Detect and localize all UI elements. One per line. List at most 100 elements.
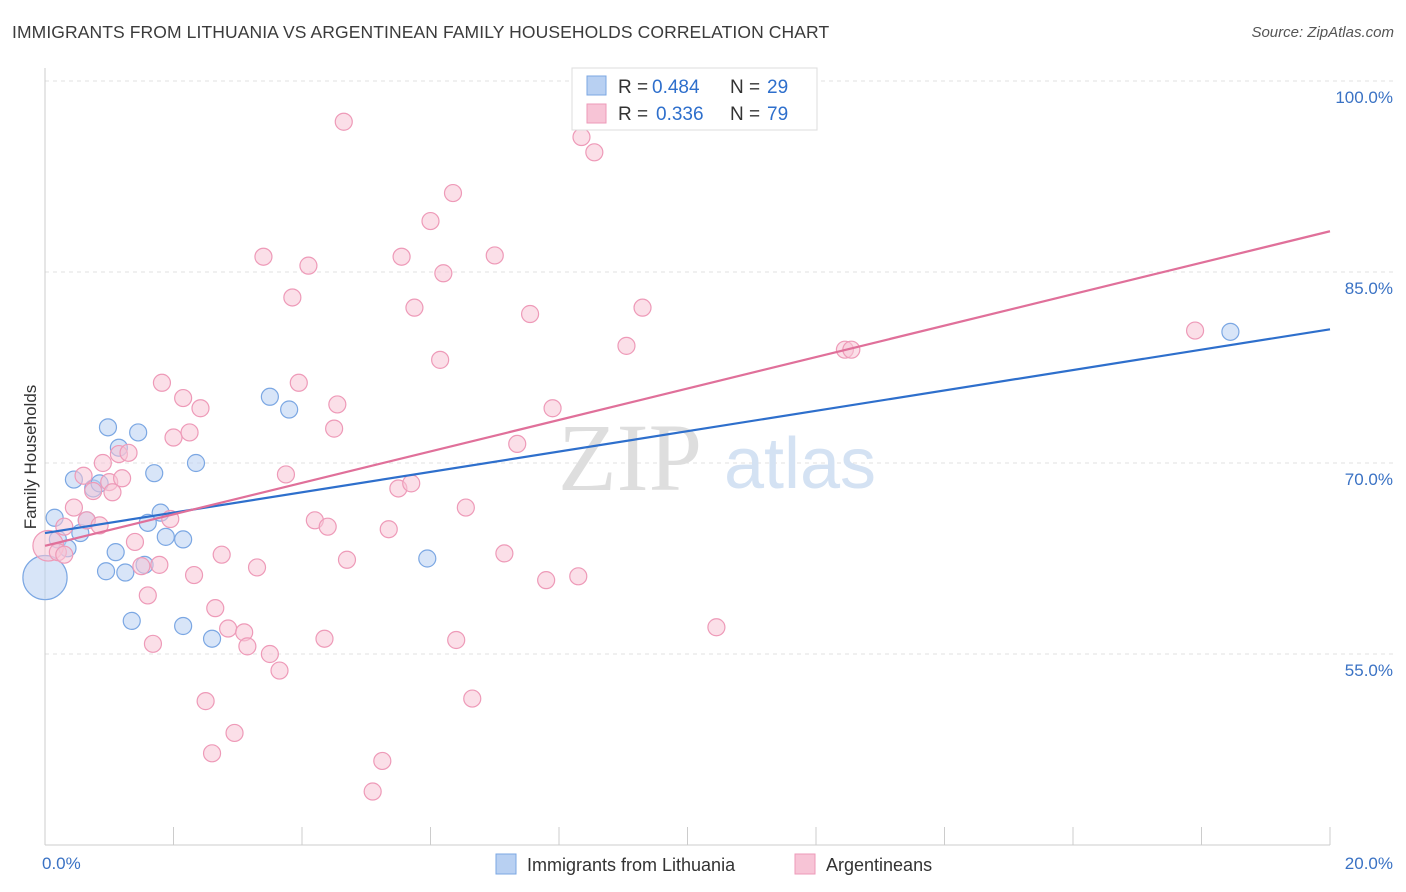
chart-source: Source: ZipAtlas.com xyxy=(1251,24,1394,41)
data-point xyxy=(260,387,279,406)
data-point xyxy=(379,520,398,539)
data-point xyxy=(191,399,210,418)
data-point xyxy=(219,619,238,638)
data-point xyxy=(150,555,169,574)
data-point xyxy=(174,388,193,408)
series-legend: Immigrants from Lithuania Argentineans xyxy=(495,853,932,875)
x-tick-label: 0.0% xyxy=(42,854,81,873)
bottom-legend-swatch-lithuania xyxy=(495,853,517,875)
gridlines xyxy=(45,80,1395,655)
legend-frame xyxy=(571,67,818,131)
watermark-zip: ZIP xyxy=(558,404,702,511)
data-point xyxy=(421,211,440,231)
data-point xyxy=(254,247,273,266)
data-point xyxy=(315,629,334,648)
data-point xyxy=(1221,322,1240,341)
watermark: ZIP atlas xyxy=(558,404,876,511)
data-point xyxy=(174,530,193,549)
data-point xyxy=(143,634,163,653)
data-point xyxy=(156,527,175,546)
data-point xyxy=(325,419,344,438)
y-tick-label: 70.0% xyxy=(1345,470,1393,489)
series-argentineans-points xyxy=(32,112,1205,801)
bottom-legend-label-lithuania: Immigrants from Lithuania xyxy=(527,855,736,875)
data-point xyxy=(280,400,299,419)
data-point xyxy=(337,550,357,569)
legend-r-label-0: R = xyxy=(618,77,648,98)
y-tick-label: 100.0% xyxy=(1335,88,1393,107)
data-point xyxy=(283,288,302,307)
y-tick-label: 55.0% xyxy=(1345,661,1393,680)
trend-line-lithuania xyxy=(44,328,1331,535)
data-point xyxy=(55,517,74,536)
data-point xyxy=(112,469,132,488)
data-point xyxy=(485,246,504,265)
data-point xyxy=(196,692,215,711)
axes xyxy=(44,68,1331,846)
data-point xyxy=(617,336,636,355)
legend-swatch-lithuania xyxy=(586,75,607,96)
data-point xyxy=(202,629,222,648)
data-point xyxy=(585,143,604,162)
legend-swatch-argentineans xyxy=(586,103,607,124)
data-point xyxy=(520,304,540,324)
data-point xyxy=(96,562,116,581)
data-point xyxy=(463,689,482,708)
data-point xyxy=(174,616,193,636)
data-point xyxy=(572,127,591,147)
data-point xyxy=(132,557,151,576)
chart-title: IMMIGRANTS FROM LITHUANIA VS ARGENTINEAN… xyxy=(12,22,830,42)
x-tick-label: 20.0% xyxy=(1345,854,1393,873)
data-point xyxy=(373,751,392,771)
data-point xyxy=(238,637,257,656)
data-point xyxy=(145,464,164,483)
data-point xyxy=(93,453,112,473)
data-point xyxy=(328,395,347,414)
data-point xyxy=(164,428,183,447)
data-point xyxy=(206,599,225,618)
data-point xyxy=(537,571,556,590)
legend-n-value-1: 79 xyxy=(767,104,788,125)
data-point xyxy=(431,350,450,369)
data-point xyxy=(289,373,308,392)
legend-n-value-0: 29 xyxy=(767,77,788,98)
data-point xyxy=(74,466,93,485)
data-point xyxy=(334,112,353,131)
data-point xyxy=(106,543,125,562)
data-point xyxy=(225,723,244,743)
trend-line-argentineans xyxy=(44,230,1331,547)
watermark-atlas: atlas xyxy=(724,424,876,504)
data-point xyxy=(125,532,145,552)
data-point xyxy=(184,565,204,585)
data-point xyxy=(138,586,157,605)
data-point xyxy=(64,498,84,517)
data-point xyxy=(202,744,222,763)
data-point xyxy=(318,517,337,536)
legend-n-label-1: N = xyxy=(730,104,760,125)
data-point xyxy=(569,567,588,586)
data-point xyxy=(119,443,138,462)
data-point xyxy=(363,782,382,801)
stats-legend: R = 0.484 N = 29 R = 0.336 N = 79 xyxy=(571,67,818,131)
legend-r-value-0: 0.484 xyxy=(652,77,700,98)
legend-r-value-1: 0.336 xyxy=(656,104,704,125)
data-point xyxy=(543,399,562,418)
data-point xyxy=(456,498,475,517)
data-point xyxy=(447,630,466,650)
data-point xyxy=(116,563,135,582)
data-point xyxy=(103,483,122,502)
legend-r-label-1: R = xyxy=(618,104,648,125)
data-point xyxy=(276,465,296,484)
data-point xyxy=(1185,321,1205,340)
data-point xyxy=(633,298,652,317)
data-point xyxy=(212,545,231,564)
y-tick-labels: 55.0% 70.0% 85.0% 100.0% xyxy=(1335,88,1393,680)
data-point xyxy=(55,545,74,564)
data-point xyxy=(392,247,411,266)
data-point xyxy=(98,418,118,437)
data-point xyxy=(270,661,289,680)
data-point xyxy=(260,644,279,664)
data-point xyxy=(418,549,437,568)
data-point xyxy=(707,618,726,637)
legend-n-label-0: N = xyxy=(730,77,760,98)
